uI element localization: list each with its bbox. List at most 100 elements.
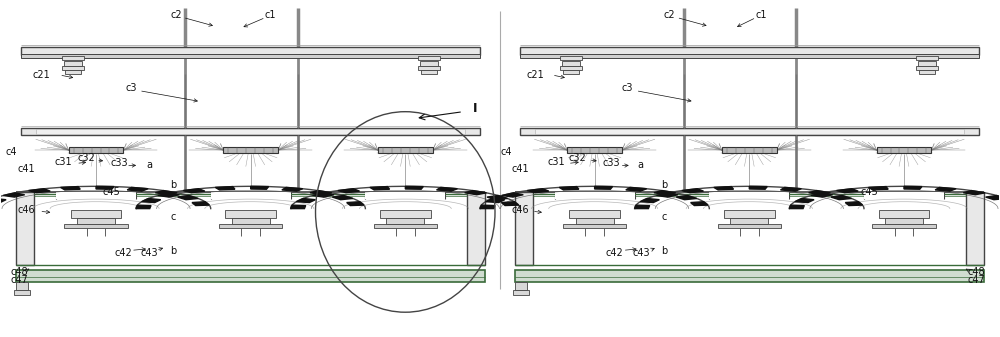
Bar <box>560 66 582 70</box>
Bar <box>879 210 929 218</box>
Bar <box>21 47 480 55</box>
Polygon shape <box>682 189 703 193</box>
Polygon shape <box>657 193 678 197</box>
Text: c43: c43 <box>633 248 650 258</box>
Text: b: b <box>661 180 668 190</box>
Polygon shape <box>935 187 956 191</box>
Polygon shape <box>635 205 650 209</box>
Polygon shape <box>291 205 306 209</box>
Bar <box>71 210 121 218</box>
Bar <box>365 192 445 198</box>
Bar <box>520 47 979 55</box>
Polygon shape <box>183 189 205 193</box>
Text: c: c <box>170 212 176 222</box>
Polygon shape <box>480 205 495 209</box>
Polygon shape <box>338 189 360 193</box>
Text: c32: c32 <box>569 153 587 163</box>
Polygon shape <box>332 195 353 200</box>
Polygon shape <box>811 193 833 197</box>
Bar <box>569 210 620 218</box>
Bar <box>567 147 622 153</box>
Bar <box>515 192 533 266</box>
Bar <box>722 147 777 153</box>
Bar <box>467 192 485 266</box>
Bar <box>563 69 579 74</box>
Bar <box>515 270 984 282</box>
Bar <box>520 128 979 135</box>
Polygon shape <box>296 198 315 203</box>
Bar <box>380 210 431 218</box>
Polygon shape <box>487 195 508 200</box>
Polygon shape <box>654 190 676 195</box>
Bar <box>966 192 984 266</box>
Polygon shape <box>437 187 457 191</box>
Text: c46: c46 <box>18 205 35 215</box>
Polygon shape <box>3 193 25 197</box>
Bar <box>515 282 527 290</box>
Polygon shape <box>559 187 579 190</box>
Bar <box>21 54 480 58</box>
Bar <box>872 224 936 228</box>
Polygon shape <box>626 187 647 191</box>
Bar <box>16 192 34 266</box>
Text: c4: c4 <box>500 147 512 157</box>
Bar <box>16 270 485 282</box>
Bar <box>563 224 626 228</box>
Polygon shape <box>155 190 177 195</box>
Text: b: b <box>661 246 668 256</box>
Bar <box>562 61 580 66</box>
Polygon shape <box>0 198 6 203</box>
Bar <box>576 218 614 224</box>
Polygon shape <box>837 189 858 193</box>
Polygon shape <box>986 195 1000 200</box>
Bar <box>513 290 529 295</box>
Polygon shape <box>61 187 80 190</box>
Text: c43: c43 <box>140 248 158 258</box>
Text: c3: c3 <box>622 83 633 93</box>
Bar <box>14 290 30 295</box>
Polygon shape <box>405 186 423 189</box>
Text: c47: c47 <box>10 275 28 285</box>
Bar <box>64 61 82 66</box>
Bar <box>877 147 931 153</box>
Text: c1: c1 <box>756 10 767 20</box>
Bar <box>916 66 938 70</box>
Text: c32: c32 <box>77 153 95 163</box>
Polygon shape <box>749 186 767 189</box>
Bar <box>386 218 424 224</box>
Text: a: a <box>146 160 152 170</box>
Text: c48: c48 <box>11 267 28 277</box>
Bar <box>77 218 115 224</box>
Polygon shape <box>136 205 151 209</box>
Polygon shape <box>502 193 523 197</box>
Polygon shape <box>251 186 269 189</box>
Text: c1: c1 <box>265 10 276 20</box>
Bar <box>420 61 438 66</box>
Text: c2: c2 <box>664 10 675 20</box>
Text: c48: c48 <box>968 267 985 277</box>
Text: c3: c3 <box>125 83 137 93</box>
Polygon shape <box>789 205 804 209</box>
Text: c2: c2 <box>170 10 182 20</box>
Bar <box>56 192 136 198</box>
Polygon shape <box>192 202 209 206</box>
Text: c47: c47 <box>968 275 986 285</box>
Bar <box>225 210 276 218</box>
Text: b: b <box>170 246 176 256</box>
Bar <box>418 66 440 70</box>
Bar <box>421 69 437 74</box>
Polygon shape <box>780 187 801 191</box>
Polygon shape <box>313 193 334 197</box>
Bar <box>16 282 28 290</box>
Polygon shape <box>527 189 549 193</box>
Text: c21: c21 <box>32 70 50 80</box>
Polygon shape <box>963 190 985 195</box>
Bar <box>918 61 936 66</box>
Bar <box>535 129 964 134</box>
Polygon shape <box>676 195 697 200</box>
Bar <box>378 147 433 153</box>
Text: c45: c45 <box>102 187 120 197</box>
Polygon shape <box>215 187 235 190</box>
Polygon shape <box>96 186 114 189</box>
Polygon shape <box>347 202 364 206</box>
